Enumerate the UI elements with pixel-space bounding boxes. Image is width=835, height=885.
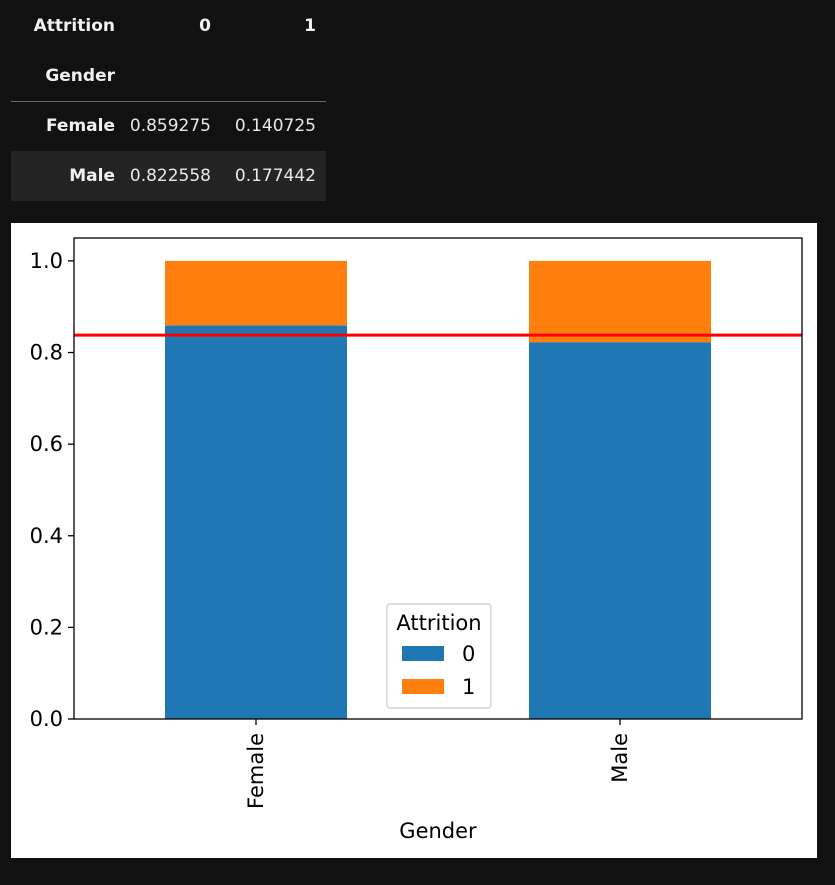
chart-panel: 0.0 0.2 0.4 0.6 0.8 1.0 Female Male Gender Attr… [11, 223, 817, 858]
axes-layer: 0.0 0.2 0.4 0.6 0.8 1.0 Female Male [30, 237, 803, 809]
column-header-0: 0 [199, 16, 211, 36]
y-tick-label: 0.8 [30, 341, 63, 365]
index-name-header: Gender [11, 52, 115, 102]
legend-label: 1 [462, 675, 475, 699]
bar-female-series-1 [165, 260, 347, 326]
table-cell: 0.177442 [234, 166, 316, 186]
x-tick-label: Female [244, 733, 268, 809]
table-row: Male 0.822558 0.177442 [11, 151, 326, 201]
y-tick-label: 0.4 [30, 524, 63, 548]
legend-label: 0 [462, 642, 475, 666]
y-tick-label: 1.0 [30, 249, 63, 273]
y-tick-label: 0.0 [30, 707, 63, 731]
table-cell: 0.822558 [129, 166, 211, 186]
table-cell: 0.140725 [234, 116, 316, 137]
bar-female-series-0 [165, 325, 347, 719]
y-tick-label: 0.2 [30, 615, 63, 639]
column-header-1: 1 [304, 16, 316, 36]
bar-male-series-1 [529, 260, 711, 343]
row-label: Female [46, 116, 115, 137]
plot-frame [73, 237, 803, 720]
columns-name-header: Attrition [33, 16, 115, 36]
x-axis-label: Gender [399, 819, 477, 843]
y-tick-label: 0.6 [30, 432, 63, 456]
table-row: Female 0.859275 0.140725 [11, 101, 326, 151]
crosstab-table: Attrition 0 1 Gender Female 0.859275 0.1… [11, 0, 326, 201]
legend-swatch [402, 679, 444, 694]
row-label: Male [69, 166, 115, 186]
table-cell: 0.859275 [129, 116, 211, 137]
table-header-row: Attrition 0 1 [11, 0, 326, 52]
stacked-bar-chart: 0.0 0.2 0.4 0.6 0.8 1.0 Female Male Gender Attr… [30, 237, 803, 843]
x-tick-label: Male [608, 733, 632, 783]
bar-male-series-0 [529, 342, 711, 719]
legend-swatch [402, 646, 444, 661]
table-index-row: Gender [11, 52, 326, 102]
legend: Attrition 0 1 [386, 603, 492, 709]
bars-layer [165, 260, 711, 719]
legend-title: Attrition [396, 611, 481, 635]
